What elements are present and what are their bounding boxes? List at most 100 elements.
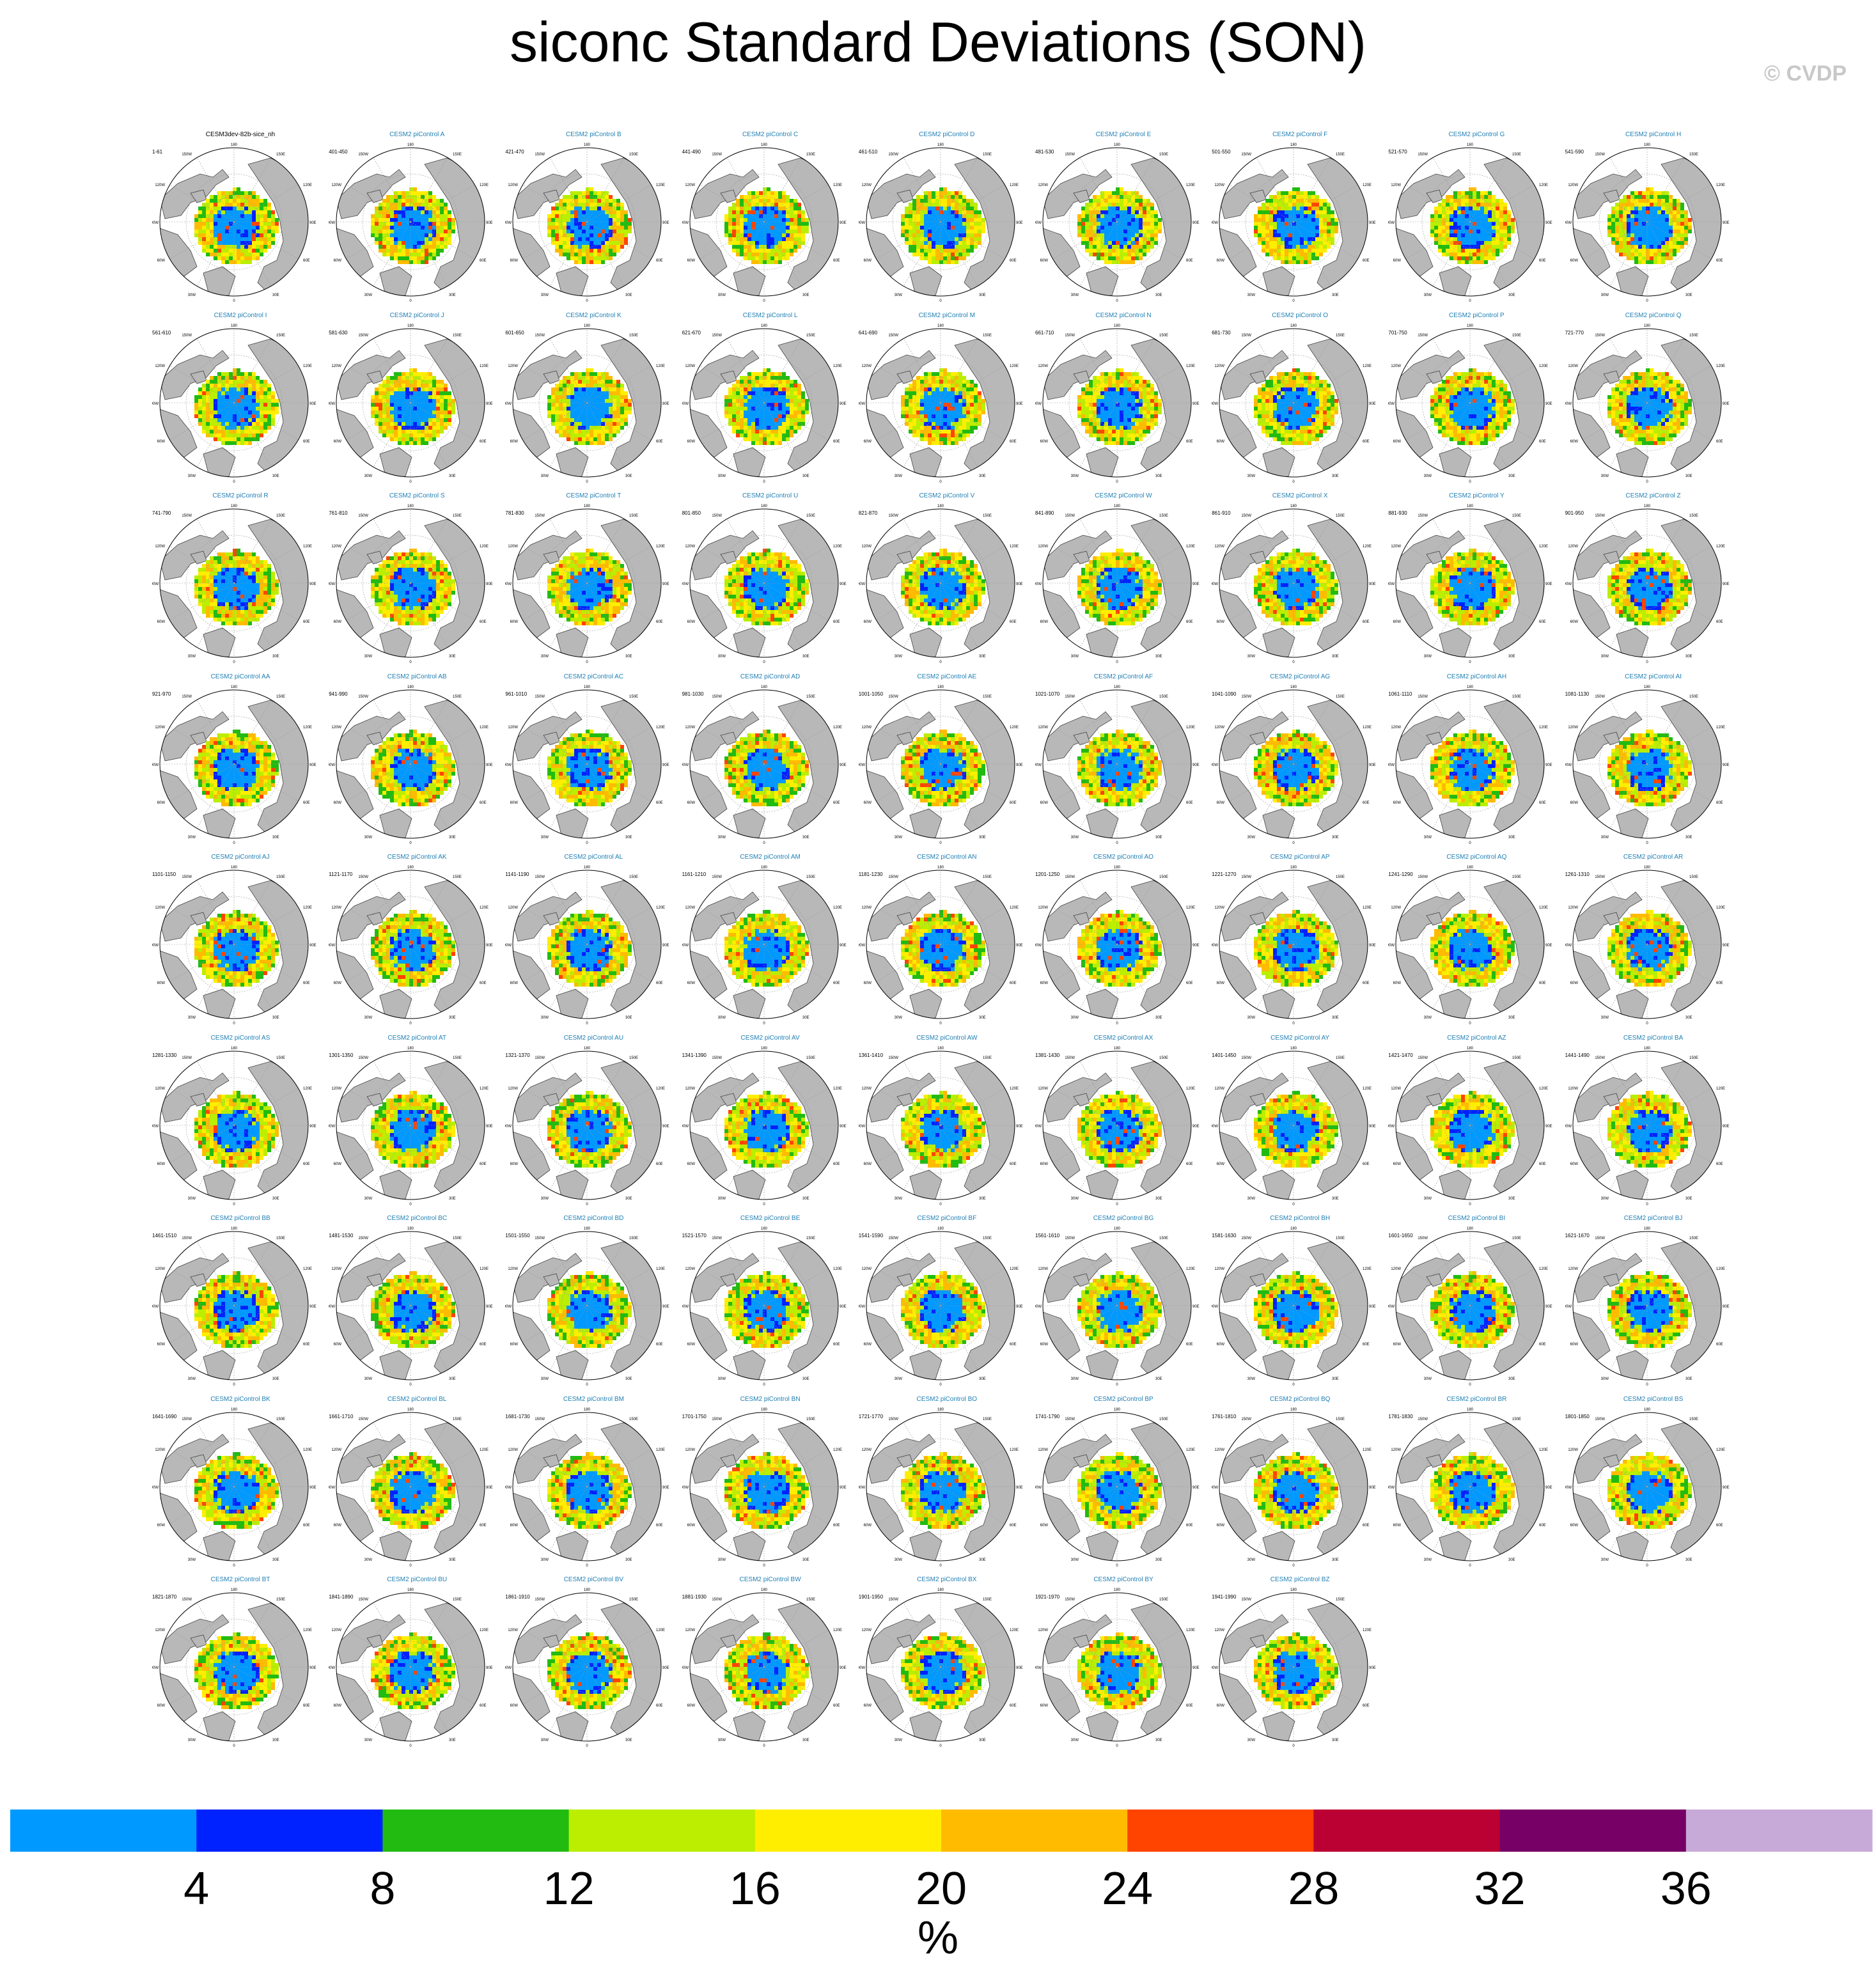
ice-cell bbox=[1093, 203, 1097, 207]
ice-cell bbox=[221, 414, 225, 418]
ice-cell bbox=[559, 245, 563, 249]
ice-cell bbox=[1311, 222, 1316, 226]
ice-cell bbox=[1108, 210, 1112, 214]
map-panel: CESM2 piControl E481-530180090W90E150W15… bbox=[1035, 131, 1212, 308]
ice-cell bbox=[1626, 214, 1630, 218]
ice-cell bbox=[939, 203, 943, 207]
ice-cell bbox=[379, 207, 383, 210]
ice-cell bbox=[1081, 233, 1085, 237]
ice-cell bbox=[425, 425, 429, 430]
ice-cell bbox=[570, 199, 575, 203]
ice-cell bbox=[743, 256, 747, 260]
ice-cell bbox=[386, 433, 391, 437]
ice-cell bbox=[1331, 237, 1335, 241]
ice-cell bbox=[244, 387, 248, 391]
ice-cell bbox=[1614, 230, 1619, 233]
ice-cell bbox=[1097, 237, 1100, 241]
ice-cell bbox=[1100, 207, 1104, 210]
ice-cell bbox=[252, 375, 256, 380]
ice-cell bbox=[1331, 214, 1335, 218]
ice-cell bbox=[904, 214, 909, 218]
ice-cell bbox=[1120, 233, 1123, 237]
ice-cell bbox=[1300, 195, 1304, 199]
ice-cell bbox=[390, 245, 395, 249]
ice-cell bbox=[398, 249, 402, 253]
ice-cell bbox=[778, 433, 782, 437]
ice-cell bbox=[1135, 256, 1139, 260]
ice-cell bbox=[950, 214, 955, 218]
ice-cell bbox=[609, 410, 613, 414]
ice-cell bbox=[1311, 253, 1316, 256]
ice-cell bbox=[240, 383, 244, 387]
ice-cell bbox=[413, 195, 418, 199]
ice-cell bbox=[778, 203, 782, 207]
ice-cell bbox=[1296, 226, 1301, 230]
ice-cell bbox=[221, 222, 225, 226]
ice-cell bbox=[1649, 203, 1653, 207]
ice-cell bbox=[1492, 210, 1496, 214]
ice-cell bbox=[1315, 226, 1320, 230]
ice-cell bbox=[1661, 253, 1665, 256]
longitude-label: 120E bbox=[1539, 184, 1548, 187]
ice-cell bbox=[225, 402, 229, 407]
ice-cell bbox=[1273, 241, 1278, 245]
ice-cell bbox=[762, 379, 767, 384]
ice-cell bbox=[605, 230, 609, 233]
ice-cell bbox=[1492, 233, 1496, 237]
ice-cell bbox=[1292, 245, 1297, 249]
ice-cell bbox=[942, 256, 947, 260]
ice-cell bbox=[735, 241, 740, 245]
ice-cell bbox=[240, 199, 244, 203]
ice-cell bbox=[214, 410, 217, 414]
ice-cell bbox=[413, 249, 418, 253]
ice-cell bbox=[555, 210, 559, 214]
ice-cell bbox=[237, 230, 240, 233]
ice-cell bbox=[1323, 230, 1327, 233]
ice-cell bbox=[432, 222, 437, 226]
ice-cell bbox=[900, 218, 905, 222]
ice-cell bbox=[221, 226, 225, 230]
ice-cell bbox=[620, 402, 625, 407]
ice-cell bbox=[440, 418, 444, 422]
ice-cell bbox=[785, 207, 790, 210]
ice-cell bbox=[747, 387, 751, 391]
ice-cell bbox=[613, 233, 617, 237]
ice-cell bbox=[743, 402, 747, 407]
ice-cell bbox=[428, 387, 433, 391]
ice-cell bbox=[1476, 222, 1481, 226]
ice-cell bbox=[194, 406, 198, 410]
ice-cell bbox=[432, 203, 437, 207]
ice-cell bbox=[743, 233, 747, 237]
ice-cell bbox=[965, 249, 970, 253]
ice-cell bbox=[762, 441, 767, 445]
ice-cell bbox=[444, 233, 448, 237]
ice-cell bbox=[237, 241, 240, 245]
ice-cell bbox=[1630, 222, 1634, 226]
ice-cell bbox=[762, 391, 767, 395]
ice-cell bbox=[931, 249, 935, 253]
ice-cell bbox=[590, 233, 594, 237]
ice-cell bbox=[1661, 226, 1665, 230]
ice-cell bbox=[1488, 233, 1492, 237]
longitude-label: 60W bbox=[157, 259, 166, 263]
ice-cell bbox=[233, 253, 237, 256]
ice-cell bbox=[248, 437, 252, 441]
ice-cell bbox=[555, 233, 559, 237]
ice-cell bbox=[1135, 237, 1139, 241]
ice-cell bbox=[217, 226, 221, 230]
ice-cell bbox=[1664, 207, 1669, 210]
ice-cell bbox=[563, 230, 567, 233]
ice-cell bbox=[567, 375, 571, 380]
ice-cell bbox=[590, 222, 594, 226]
ice-cell bbox=[785, 391, 790, 395]
ice-cell bbox=[394, 425, 398, 430]
ice-cell bbox=[248, 245, 252, 249]
ice-cell bbox=[240, 437, 244, 441]
ice-cell bbox=[605, 191, 609, 195]
ice-cell bbox=[939, 218, 943, 222]
ice-cell bbox=[563, 214, 567, 218]
ice-cell bbox=[747, 237, 751, 241]
ice-cell bbox=[421, 191, 425, 195]
ice-cell bbox=[436, 207, 441, 210]
ice-cell bbox=[256, 375, 260, 380]
